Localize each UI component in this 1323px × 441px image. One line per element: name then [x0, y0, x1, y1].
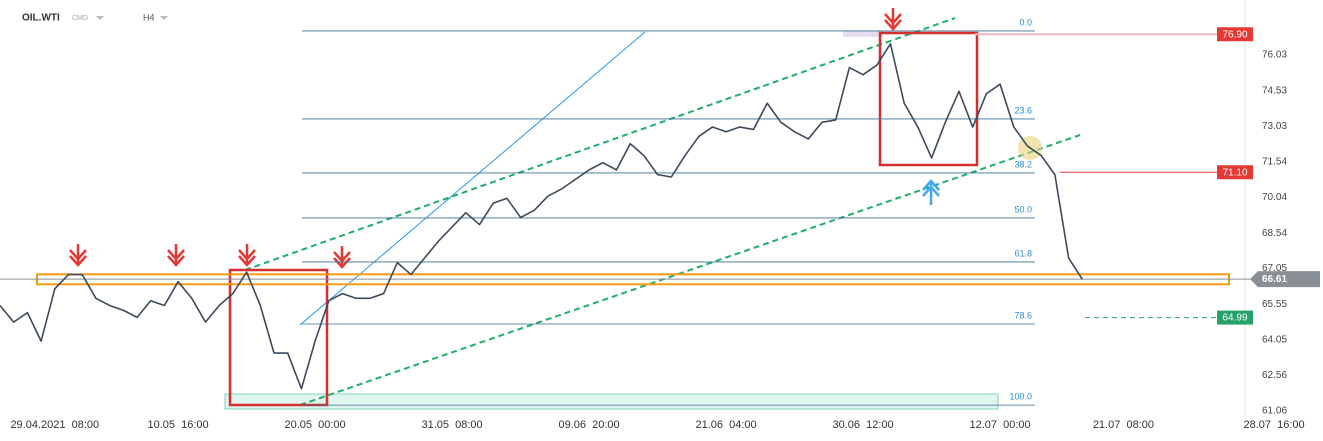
price-badge-label: 64.99 — [1222, 313, 1247, 324]
price-pointer — [1250, 271, 1320, 288]
fib-label: 38.2 — [1014, 159, 1032, 169]
price-badge-label: 76.90 — [1222, 29, 1247, 40]
price-badge — [1217, 310, 1253, 325]
y-tick-label: 62.56 — [1262, 370, 1287, 381]
x-tick-label: 28.07 16:00 — [1244, 419, 1305, 431]
y-tick-label: 67.05 — [1262, 263, 1287, 274]
channel-line — [299, 134, 1081, 406]
fib-label: 100.0 — [1009, 392, 1032, 402]
price-badge-label: 66.61 — [1262, 274, 1287, 285]
y-tick-label: 76.03 — [1262, 50, 1287, 61]
y-tick-label: 71.54 — [1262, 156, 1287, 167]
up-arrow — [922, 179, 940, 205]
red-box — [878, 31, 979, 167]
y-tick-label: 64.05 — [1262, 335, 1287, 346]
x-tick-label: 30.06 12:00 — [833, 419, 894, 431]
fib-label: 78.6 — [1014, 310, 1032, 320]
y-tick-label: 74.53 — [1262, 85, 1287, 96]
symbol[interactable]: OIL.WTI — [22, 13, 60, 24]
x-tick-label: 12.07 00:00 — [970, 419, 1031, 431]
x-tick-label: 29.04.2021 08:00 — [10, 419, 99, 431]
price-badge — [1217, 165, 1253, 180]
red-box — [228, 268, 329, 407]
y-tick-label: 70.04 — [1262, 192, 1287, 203]
fib-label: 23.6 — [1014, 105, 1032, 115]
price-badge-label: 71.10 — [1222, 167, 1247, 178]
x-tick-label: 10.05 16:00 — [148, 419, 209, 431]
x-tick-label: 09.06 20:00 — [559, 419, 620, 431]
highlight — [843, 31, 883, 37]
x-tick-label: 31.05 08:00 — [422, 419, 483, 431]
y-tick-label: 68.54 — [1262, 228, 1287, 239]
market: CMD — [72, 15, 88, 22]
price-badge — [1217, 27, 1253, 42]
dropdown-icon[interactable] — [160, 16, 168, 20]
dropdown-icon[interactable] — [96, 16, 104, 20]
y-tick-label: 65.55 — [1262, 299, 1287, 310]
interval[interactable]: H4 — [143, 12, 155, 22]
fib-label: 50.0 — [1014, 204, 1032, 214]
trend-line — [299, 31, 646, 326]
support-box — [224, 393, 999, 410]
fib-label: 0.0 — [1019, 17, 1032, 27]
x-tick-label: 21.07 08:00 — [1093, 419, 1154, 431]
x-tick-label: 20.05 00:00 — [285, 419, 346, 431]
y-tick-label: 61.06 — [1262, 406, 1287, 417]
y-tick-label: 73.03 — [1262, 121, 1287, 132]
channel-line — [244, 17, 956, 271]
fib-label: 61.8 — [1014, 248, 1032, 258]
price-line-series — [0, 42, 1083, 390]
x-tick-label: 21.06 04:00 — [696, 419, 757, 431]
down-arrows — [69, 8, 902, 269]
